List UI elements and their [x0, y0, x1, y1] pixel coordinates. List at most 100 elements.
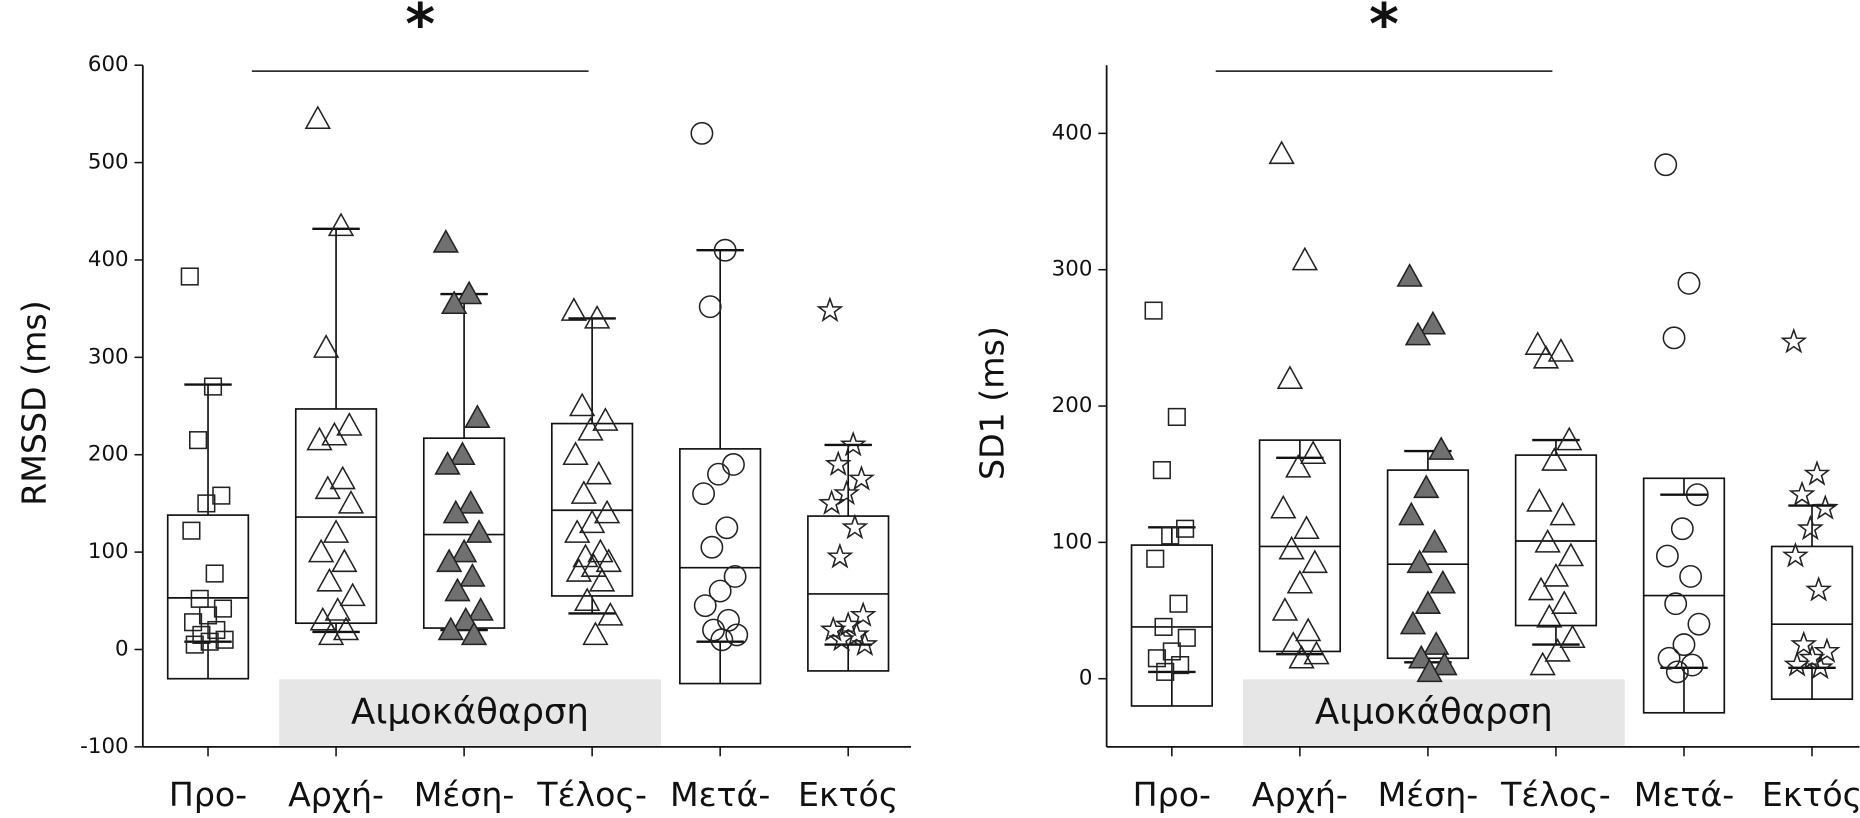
significance-mark: * [405, 0, 435, 58]
point [565, 558, 593, 582]
point [1788, 480, 1816, 507]
point [203, 377, 223, 396]
point [1549, 501, 1576, 526]
significance-mark: * [1369, 0, 1399, 58]
point [322, 519, 350, 543]
point [205, 564, 224, 583]
point [1685, 483, 1709, 507]
point [331, 548, 358, 573]
point [1414, 590, 1442, 614]
point [1431, 651, 1458, 676]
point [1803, 460, 1831, 486]
y-tick-label: 100 [1052, 529, 1093, 554]
point [213, 599, 233, 618]
box [679, 448, 762, 685]
point [572, 543, 599, 568]
point [1169, 594, 1188, 613]
point [1657, 646, 1681, 670]
point [715, 516, 739, 540]
box [1130, 544, 1213, 707]
x-tick-label: Εκτός [798, 775, 898, 814]
point [435, 548, 463, 573]
y-tick-label: 100 [88, 539, 129, 564]
box [1770, 545, 1854, 700]
point [329, 465, 356, 490]
point [723, 565, 747, 588]
point [1156, 662, 1175, 681]
point [306, 426, 333, 451]
point [327, 212, 355, 237]
point [826, 542, 854, 569]
point [833, 479, 861, 506]
band-label: Αιμοκάθαρση [351, 692, 589, 733]
point [725, 623, 749, 647]
point [841, 513, 869, 540]
point [450, 538, 478, 563]
point [440, 290, 468, 315]
band [279, 679, 661, 746]
point [1529, 651, 1556, 676]
point [692, 482, 716, 506]
point [1396, 263, 1423, 287]
point [1527, 576, 1555, 601]
point [457, 489, 484, 514]
point [1664, 592, 1688, 616]
x-tick-label: Τέλος- [1500, 775, 1611, 814]
point [707, 462, 730, 486]
x-tick-label: Τέλος- [536, 775, 647, 814]
point [337, 489, 365, 514]
point [1177, 628, 1196, 647]
x-tick-label: Μετά- [670, 775, 770, 814]
point [459, 563, 486, 587]
point [585, 460, 612, 485]
point [722, 453, 745, 476]
point [1399, 610, 1427, 635]
point [690, 121, 714, 145]
point [432, 228, 460, 253]
point [1790, 630, 1818, 657]
point [1419, 310, 1447, 335]
box [166, 514, 250, 680]
point [1670, 517, 1694, 541]
point [593, 499, 621, 524]
point [1780, 327, 1808, 354]
point [449, 441, 476, 465]
point [200, 632, 219, 651]
y-axis-label: SD1 (ms) [973, 326, 1012, 480]
point [570, 480, 597, 504]
y-tick-label: 0 [1079, 666, 1093, 691]
point [1544, 637, 1571, 662]
point [564, 519, 591, 543]
point [1556, 426, 1583, 451]
point [1167, 407, 1186, 427]
point [1293, 515, 1320, 539]
point [182, 521, 201, 540]
point [839, 430, 867, 457]
point [1285, 453, 1312, 478]
point [708, 579, 732, 603]
point [702, 618, 725, 642]
point [1679, 565, 1703, 588]
point [847, 464, 875, 491]
point [595, 548, 622, 573]
point [1271, 597, 1299, 621]
point [188, 431, 208, 450]
y-tick-label: 500 [88, 150, 129, 175]
point [587, 538, 614, 563]
point [465, 519, 493, 543]
box [294, 408, 378, 625]
x-tick-label: Αρχή- [1252, 775, 1348, 814]
point [1176, 519, 1195, 538]
point [597, 601, 624, 626]
point [698, 295, 722, 319]
point [1542, 563, 1570, 587]
point [1811, 494, 1839, 520]
point [1295, 617, 1322, 642]
point [1406, 549, 1433, 574]
point [1276, 365, 1304, 390]
point [1534, 528, 1561, 553]
point [1557, 542, 1585, 567]
point [180, 267, 199, 286]
point [212, 486, 231, 505]
point [317, 621, 345, 646]
